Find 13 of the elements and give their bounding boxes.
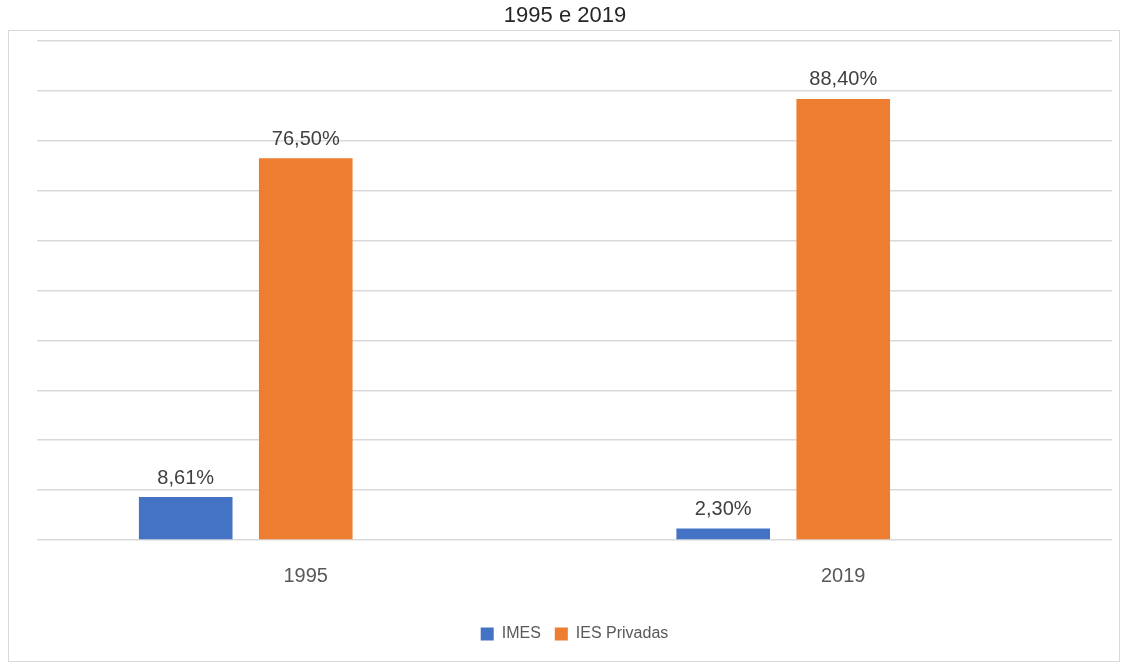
x-tick-label: 1995	[283, 563, 328, 586]
chart-title: 1995 e 2019	[502, 2, 628, 28]
bar	[796, 98, 891, 540]
data-label: 2,30%	[694, 497, 752, 520]
legend-label: IMES	[501, 624, 541, 642]
bar	[258, 158, 353, 540]
bar	[676, 528, 771, 540]
x-tick-label: 2019	[821, 563, 866, 586]
data-label: 88,40%	[809, 67, 878, 90]
data-label: 8,61%	[157, 465, 215, 488]
legend-label: IES Privadas	[575, 624, 669, 642]
data-label: 76,50%	[271, 126, 340, 149]
bar	[138, 497, 233, 540]
